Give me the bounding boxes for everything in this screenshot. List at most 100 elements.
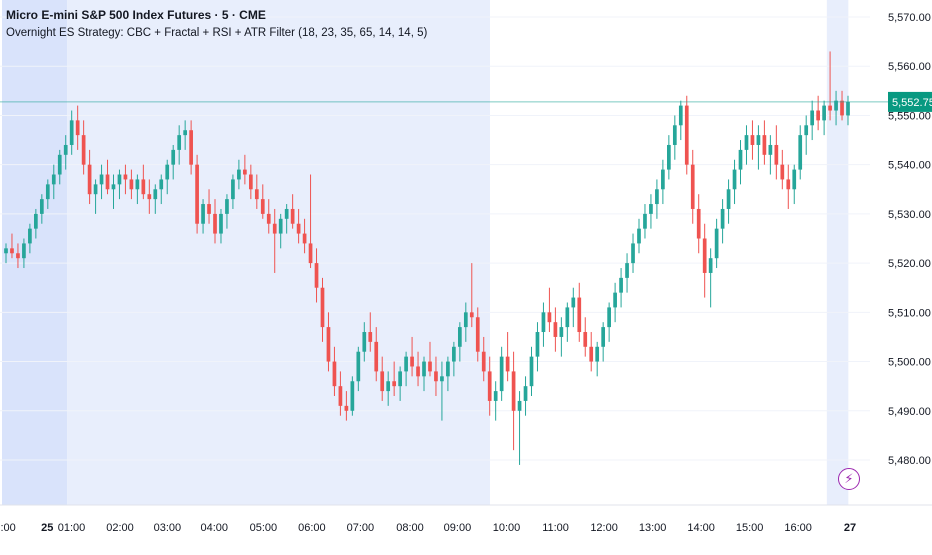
chart-legend: Micro E-mini S&P 500 Index Futures · 5 ·… — [6, 6, 427, 42]
time-axis[interactable]: 23:00 25 01:00 02:00 03:00 04:00 05:00 06:00 07:… — [0, 504, 932, 534]
candle-body-14 — [87, 164, 92, 195]
last-price-label: 5,552.75 — [892, 97, 932, 109]
candle-body-74 — [446, 361, 450, 377]
candle-body-133 — [798, 135, 803, 170]
candle-body-57 — [344, 405, 349, 411]
candle-body-54 — [326, 327, 331, 362]
candle-body-11 — [69, 120, 74, 145]
candle-body-98 — [589, 346, 594, 362]
candle-body-111 — [666, 144, 671, 170]
time-tick-label: 27 — [844, 522, 856, 534]
candle-body-25 — [153, 189, 158, 200]
time-tick-label: 25 — [41, 522, 53, 534]
time-tick-label: 14:00 — [687, 522, 715, 534]
candle-body-63 — [380, 371, 385, 392]
lightning-icon[interactable]: ⚡ — [838, 468, 860, 490]
candle-body-2 — [16, 253, 20, 259]
candle-body-4 — [28, 228, 32, 244]
candle-body-92 — [553, 322, 558, 337]
study-label[interactable]: Overnight ES Strategy: CBC + Fractal + R… — [6, 27, 428, 39]
candle-body-134 — [804, 125, 809, 136]
candle-body-34 — [207, 204, 211, 214]
candle-body-125 — [750, 135, 755, 145]
candle-body-109 — [655, 189, 659, 205]
candle-body-6 — [39, 199, 44, 214]
candle-body-82 — [493, 391, 498, 401]
price-tick-label: 5,530.00 — [888, 209, 931, 221]
grid-lines — [0, 16, 870, 461]
candle-body-7 — [45, 184, 50, 200]
candle-body-67 — [404, 356, 408, 372]
candle-body-84 — [505, 356, 510, 372]
candle-body-83 — [499, 356, 504, 392]
time-tick-label: 23:00 — [0, 522, 16, 534]
candle-body-13 — [81, 135, 86, 165]
time-tick-label: 16:00 — [784, 522, 812, 534]
candle-body-87 — [523, 386, 528, 401]
candle-body-69 — [416, 366, 420, 377]
time-tick-label: 11:00 — [542, 522, 569, 534]
candle-body-107 — [643, 213, 647, 229]
candle-body-40 — [243, 169, 247, 175]
candle-body-26 — [159, 179, 164, 190]
candle-body-100 — [601, 327, 606, 347]
candle-body-132 — [792, 169, 797, 190]
candle-body-55 — [332, 361, 337, 387]
price-axis[interactable]: 5,570.00 5,560.00 5,550.00 5,540.00 5,530.00… — [888, 12, 932, 467]
candle-body-105 — [631, 243, 635, 264]
last-price-badge — [888, 91, 932, 112]
candle-body-79 — [475, 317, 480, 352]
candle-body-44 — [266, 213, 271, 224]
candle-body-9 — [57, 154, 62, 175]
candle-body-66 — [398, 371, 402, 387]
candle-body-5 — [34, 213, 38, 229]
candle-body-28 — [171, 149, 176, 165]
time-tick-label: 05:00 — [250, 522, 278, 534]
candle-body-90 — [541, 312, 546, 333]
candle-body-120 — [720, 208, 725, 229]
candle-body-96 — [577, 297, 582, 333]
candle-body-45 — [272, 223, 277, 234]
price-tick-label: 5,550.00 — [888, 110, 931, 122]
candle-body-53 — [320, 287, 325, 328]
candle-body-121 — [726, 189, 731, 209]
candle-body-68 — [410, 356, 414, 367]
candle-body-93 — [559, 327, 564, 337]
candle-body-129 — [774, 144, 779, 165]
session-shading — [2, 0, 849, 505]
candle-body-94 — [565, 307, 570, 328]
candle-body-31 — [189, 130, 193, 165]
symbol-title[interactable]: Micro E-mini S&P 500 Index Futures · 5 ·… — [6, 8, 266, 22]
candle-body-117 — [702, 238, 707, 273]
candle-body-48 — [290, 208, 295, 224]
candle-body-61 — [368, 332, 373, 342]
time-tick-label: 12:00 — [590, 522, 618, 534]
candle-body-102 — [613, 292, 617, 308]
price-tick-label: 5,520.00 — [888, 258, 931, 270]
candle-body-30 — [183, 130, 188, 136]
candle-body-71 — [428, 361, 432, 372]
candle-body-127 — [762, 135, 767, 155]
candle-body-52 — [314, 263, 319, 288]
candle-body-27 — [165, 164, 170, 180]
candle-body-81 — [487, 371, 492, 401]
price-tick-label: 5,540.00 — [888, 160, 931, 172]
candle-body-49 — [296, 223, 301, 234]
candle-body-139 — [834, 100, 838, 111]
candle-body-18 — [111, 184, 116, 190]
candle-body-8 — [51, 174, 56, 185]
candle-body-51 — [308, 243, 313, 264]
time-tick-label: 08:00 — [396, 522, 424, 534]
candle-body-50 — [302, 233, 307, 244]
candle-body-19 — [117, 174, 122, 185]
candle-body-135 — [810, 110, 815, 126]
candle-body-32 — [195, 164, 199, 224]
candle-body-110 — [661, 169, 665, 190]
candle-body-95 — [571, 297, 576, 308]
candle-body-36 — [219, 213, 223, 234]
lightning-glyph: ⚡ — [844, 471, 854, 487]
candle-body-75 — [452, 346, 456, 362]
candle-body-72 — [434, 371, 438, 382]
